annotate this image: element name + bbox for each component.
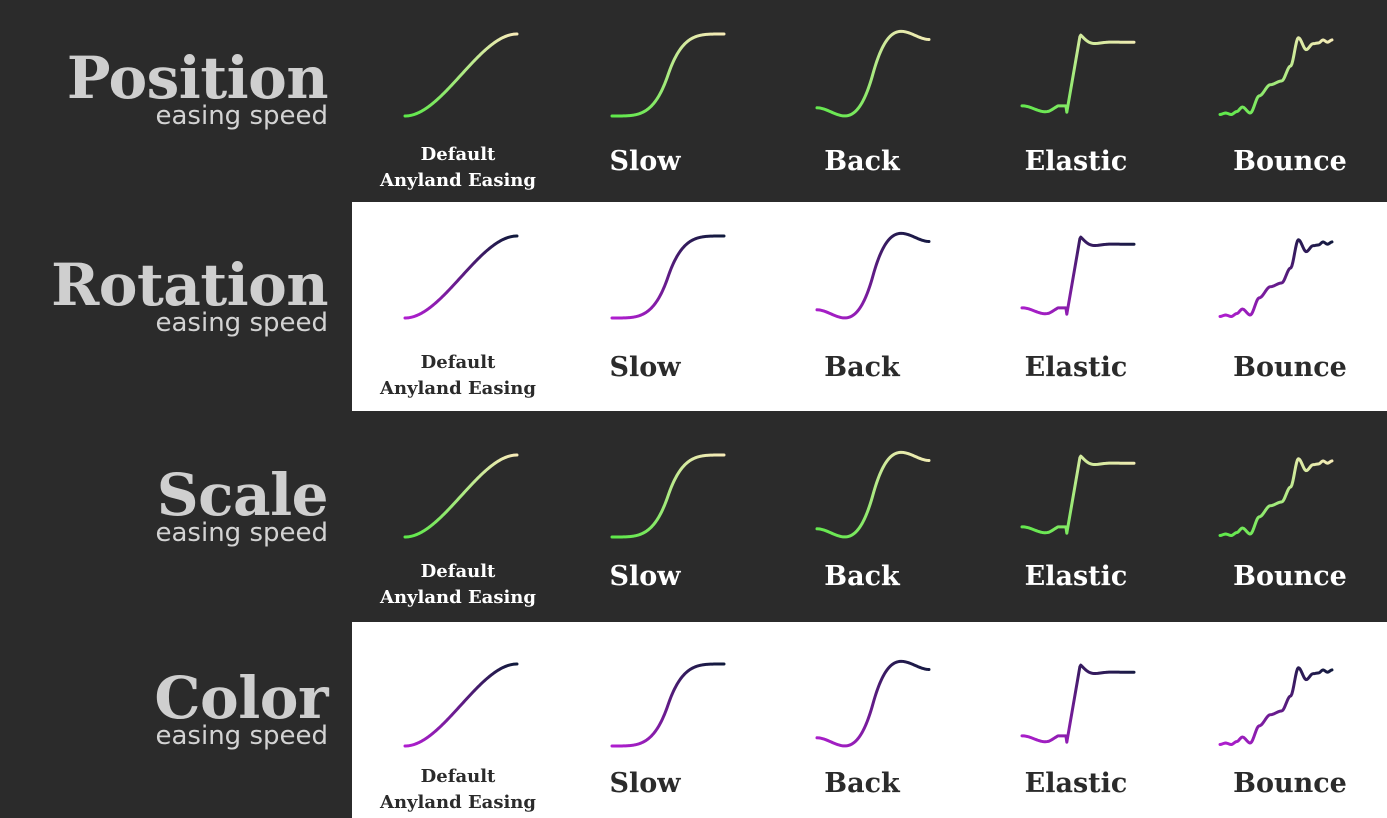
easing-curve [610,453,726,539]
caption-line: Default [420,144,496,165]
curve-back [815,659,931,748]
easing-curve [1218,666,1334,747]
curve-slow [610,453,726,539]
curve-slow [610,662,726,748]
curve-elastic [1020,454,1136,535]
curve-default-anyland-easing [403,234,519,320]
row-label-scale: Scale easing speed [0,460,329,548]
easing-curve [1020,663,1136,744]
curve-back [815,231,931,320]
caption-bounce: Bounce [1233,768,1347,799]
easing-curve [1020,454,1136,535]
row-label-rotation: Rotation easing speed [0,255,328,337]
curve-bounce [1218,666,1334,747]
row-panel-rotation [352,202,1387,411]
caption-line: Anyland Easing [380,587,536,608]
curve-elastic [1020,663,1136,744]
row-title: Rotation [51,250,328,319]
caption-default-anyland-easing: Default Anyland Easing [353,764,563,816]
caption-line: Default [420,352,496,373]
curve-default-anyland-easing [403,453,519,539]
row-label-position: Position easing speed [0,44,329,131]
row-panel-scale [352,411,1387,622]
easing-curve [403,234,519,320]
caption-back: Back [824,146,900,177]
easing-curve [815,231,931,320]
easing-curve [1218,238,1334,319]
easing-curve [610,32,726,118]
easing-curve [815,29,931,118]
row-title: Position [66,44,329,112]
easing-curve [403,662,519,748]
caption-bounce: Bounce [1233,352,1347,383]
curve-slow [610,32,726,118]
curve-slow [610,234,726,320]
caption-line: Anyland Easing [380,792,536,813]
caption-default-anyland-easing: Default Anyland Easing [353,559,563,611]
curve-elastic [1020,33,1136,114]
curve-default-anyland-easing [403,32,519,118]
caption-bounce: Bounce [1233,561,1347,592]
caption-slow: Slow [609,146,681,177]
curve-back [815,450,931,539]
row-label-color: Color easing speed [0,668,328,750]
caption-elastic: Elastic [1024,561,1128,592]
easing-curve [1218,457,1334,538]
row-panel-position [352,0,1387,200]
curve-bounce [1218,457,1334,538]
caption-back: Back [824,561,900,592]
caption-bounce: Bounce [1233,146,1347,177]
caption-line: Anyland Easing [380,378,536,399]
caption-elastic: Elastic [1024,146,1128,177]
row-subtitle: easing speed [155,101,329,131]
caption-elastic: Elastic [1024,768,1128,799]
easing-curve [610,662,726,748]
caption-line: Default [420,561,496,582]
caption-line: Anyland Easing [380,170,536,191]
row-title: Color [154,664,328,732]
caption-default-anyland-easing: Default Anyland Easing [353,142,563,194]
caption-default-anyland-easing: Default Anyland Easing [353,350,563,402]
caption-slow: Slow [609,352,681,383]
easing-curve [403,32,519,118]
easing-curve [403,453,519,539]
curve-bounce [1218,238,1334,319]
curve-default-anyland-easing [403,662,519,748]
caption-line: Default [420,766,496,787]
caption-slow: Slow [609,768,681,799]
caption-back: Back [824,352,900,383]
row-title: Scale [156,460,329,529]
easing-curve [1218,36,1334,117]
easing-curve [1020,235,1136,316]
curve-bounce [1218,36,1334,117]
caption-elastic: Elastic [1024,352,1128,383]
easing-curve [815,450,931,539]
curve-back [815,29,931,118]
caption-slow: Slow [609,561,681,592]
easing-curve [610,234,726,320]
row-subtitle: easing speed [155,721,329,751]
row-subtitle: easing speed [155,517,329,548]
easing-curve [1020,33,1136,114]
caption-back: Back [824,768,900,799]
curve-elastic [1020,235,1136,316]
easing-curve [815,659,931,748]
row-panel-color [352,622,1387,818]
row-subtitle: easing speed [155,307,329,338]
